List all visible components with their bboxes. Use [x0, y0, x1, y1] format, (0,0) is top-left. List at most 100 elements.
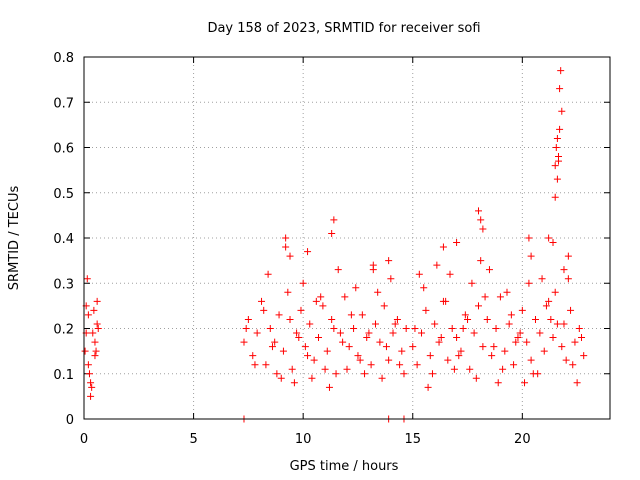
data-point — [93, 297, 101, 305]
data-point — [328, 315, 336, 323]
data-point — [551, 288, 559, 296]
data-point — [420, 284, 428, 292]
data-point — [538, 275, 546, 283]
data-point — [466, 365, 474, 373]
plot-frame — [83, 56, 611, 420]
data-point — [81, 347, 89, 355]
data-point — [90, 306, 98, 314]
data-point — [264, 270, 272, 278]
data-point — [279, 347, 287, 355]
data-point — [560, 320, 568, 328]
data-point — [531, 315, 539, 323]
data-point — [286, 252, 294, 260]
data-point — [468, 279, 476, 287]
data-point — [391, 320, 399, 328]
data-point — [325, 383, 333, 391]
data-point — [496, 293, 504, 301]
data-point — [389, 329, 397, 337]
data-point — [477, 216, 485, 224]
data-point — [428, 370, 436, 378]
data-point — [422, 306, 430, 314]
data-point — [365, 329, 373, 337]
data-point — [385, 356, 393, 364]
data-point — [479, 225, 487, 233]
ticks: 0 0.1 0.2 0.3 0.4 0.5 0.6 0.7 0.8 0 5 10 15 20 — [53, 51, 610, 447]
data-point — [339, 338, 347, 346]
data-point — [575, 325, 583, 332]
data-point — [442, 297, 450, 305]
data-point — [343, 365, 351, 373]
data-point — [336, 329, 344, 337]
data-point — [277, 374, 285, 382]
data-point — [564, 275, 572, 283]
data-point — [551, 193, 559, 201]
data-point — [87, 379, 95, 387]
data-point — [490, 343, 498, 351]
data-point — [542, 302, 550, 310]
data-point — [332, 370, 340, 378]
y-tick-label: 0.2 — [53, 323, 74, 338]
data-point — [557, 67, 565, 75]
data-point — [527, 356, 535, 364]
data-point — [525, 279, 533, 287]
data-point — [448, 325, 456, 332]
data-point — [437, 334, 445, 342]
data-point — [393, 315, 401, 323]
data-point — [387, 275, 395, 283]
data-point — [262, 361, 270, 369]
data-point — [521, 379, 529, 387]
data-point — [286, 315, 294, 323]
data-point — [418, 329, 426, 337]
data-point — [83, 275, 91, 283]
data-point — [328, 229, 336, 237]
data-point — [369, 266, 377, 274]
data-point — [341, 293, 349, 301]
data-point — [564, 252, 572, 260]
data-point — [481, 293, 489, 301]
data-point — [87, 392, 95, 400]
data-point — [558, 107, 566, 115]
data-point — [240, 338, 248, 346]
data-point — [573, 379, 581, 387]
data-point — [492, 325, 500, 332]
data-point — [290, 379, 298, 387]
data-point — [249, 352, 257, 360]
data-point — [402, 325, 410, 332]
data-point — [258, 297, 266, 305]
data-point — [330, 325, 338, 332]
data-point — [374, 288, 382, 296]
chart-title: Day 158 of 2023, SRMTID for receiver sof… — [207, 21, 480, 36]
data-point — [345, 343, 353, 351]
data-point — [571, 338, 579, 346]
y-tick-label: 0.5 — [53, 187, 74, 202]
data-point — [312, 297, 320, 305]
data-point — [266, 325, 274, 332]
data-point — [319, 302, 327, 310]
data-point — [385, 257, 393, 265]
data-point — [275, 311, 283, 319]
data-point — [523, 338, 531, 346]
data-point — [409, 343, 417, 351]
data-point — [556, 125, 564, 133]
data-point — [85, 370, 93, 378]
data-point — [297, 306, 305, 314]
data-point — [453, 334, 461, 342]
data-point — [244, 315, 252, 323]
data-point — [382, 343, 390, 351]
data-point — [475, 302, 482, 310]
data-point — [358, 311, 366, 319]
data-point — [516, 329, 524, 337]
data-point — [567, 306, 575, 314]
data-point — [304, 248, 312, 256]
data-point — [242, 325, 250, 332]
data-point — [321, 365, 329, 373]
data-point — [545, 234, 553, 242]
data-point — [350, 325, 358, 332]
data-point — [553, 175, 561, 183]
data-point — [483, 315, 491, 323]
data-point — [299, 279, 307, 287]
data-point — [363, 334, 371, 342]
data-point — [459, 325, 467, 332]
